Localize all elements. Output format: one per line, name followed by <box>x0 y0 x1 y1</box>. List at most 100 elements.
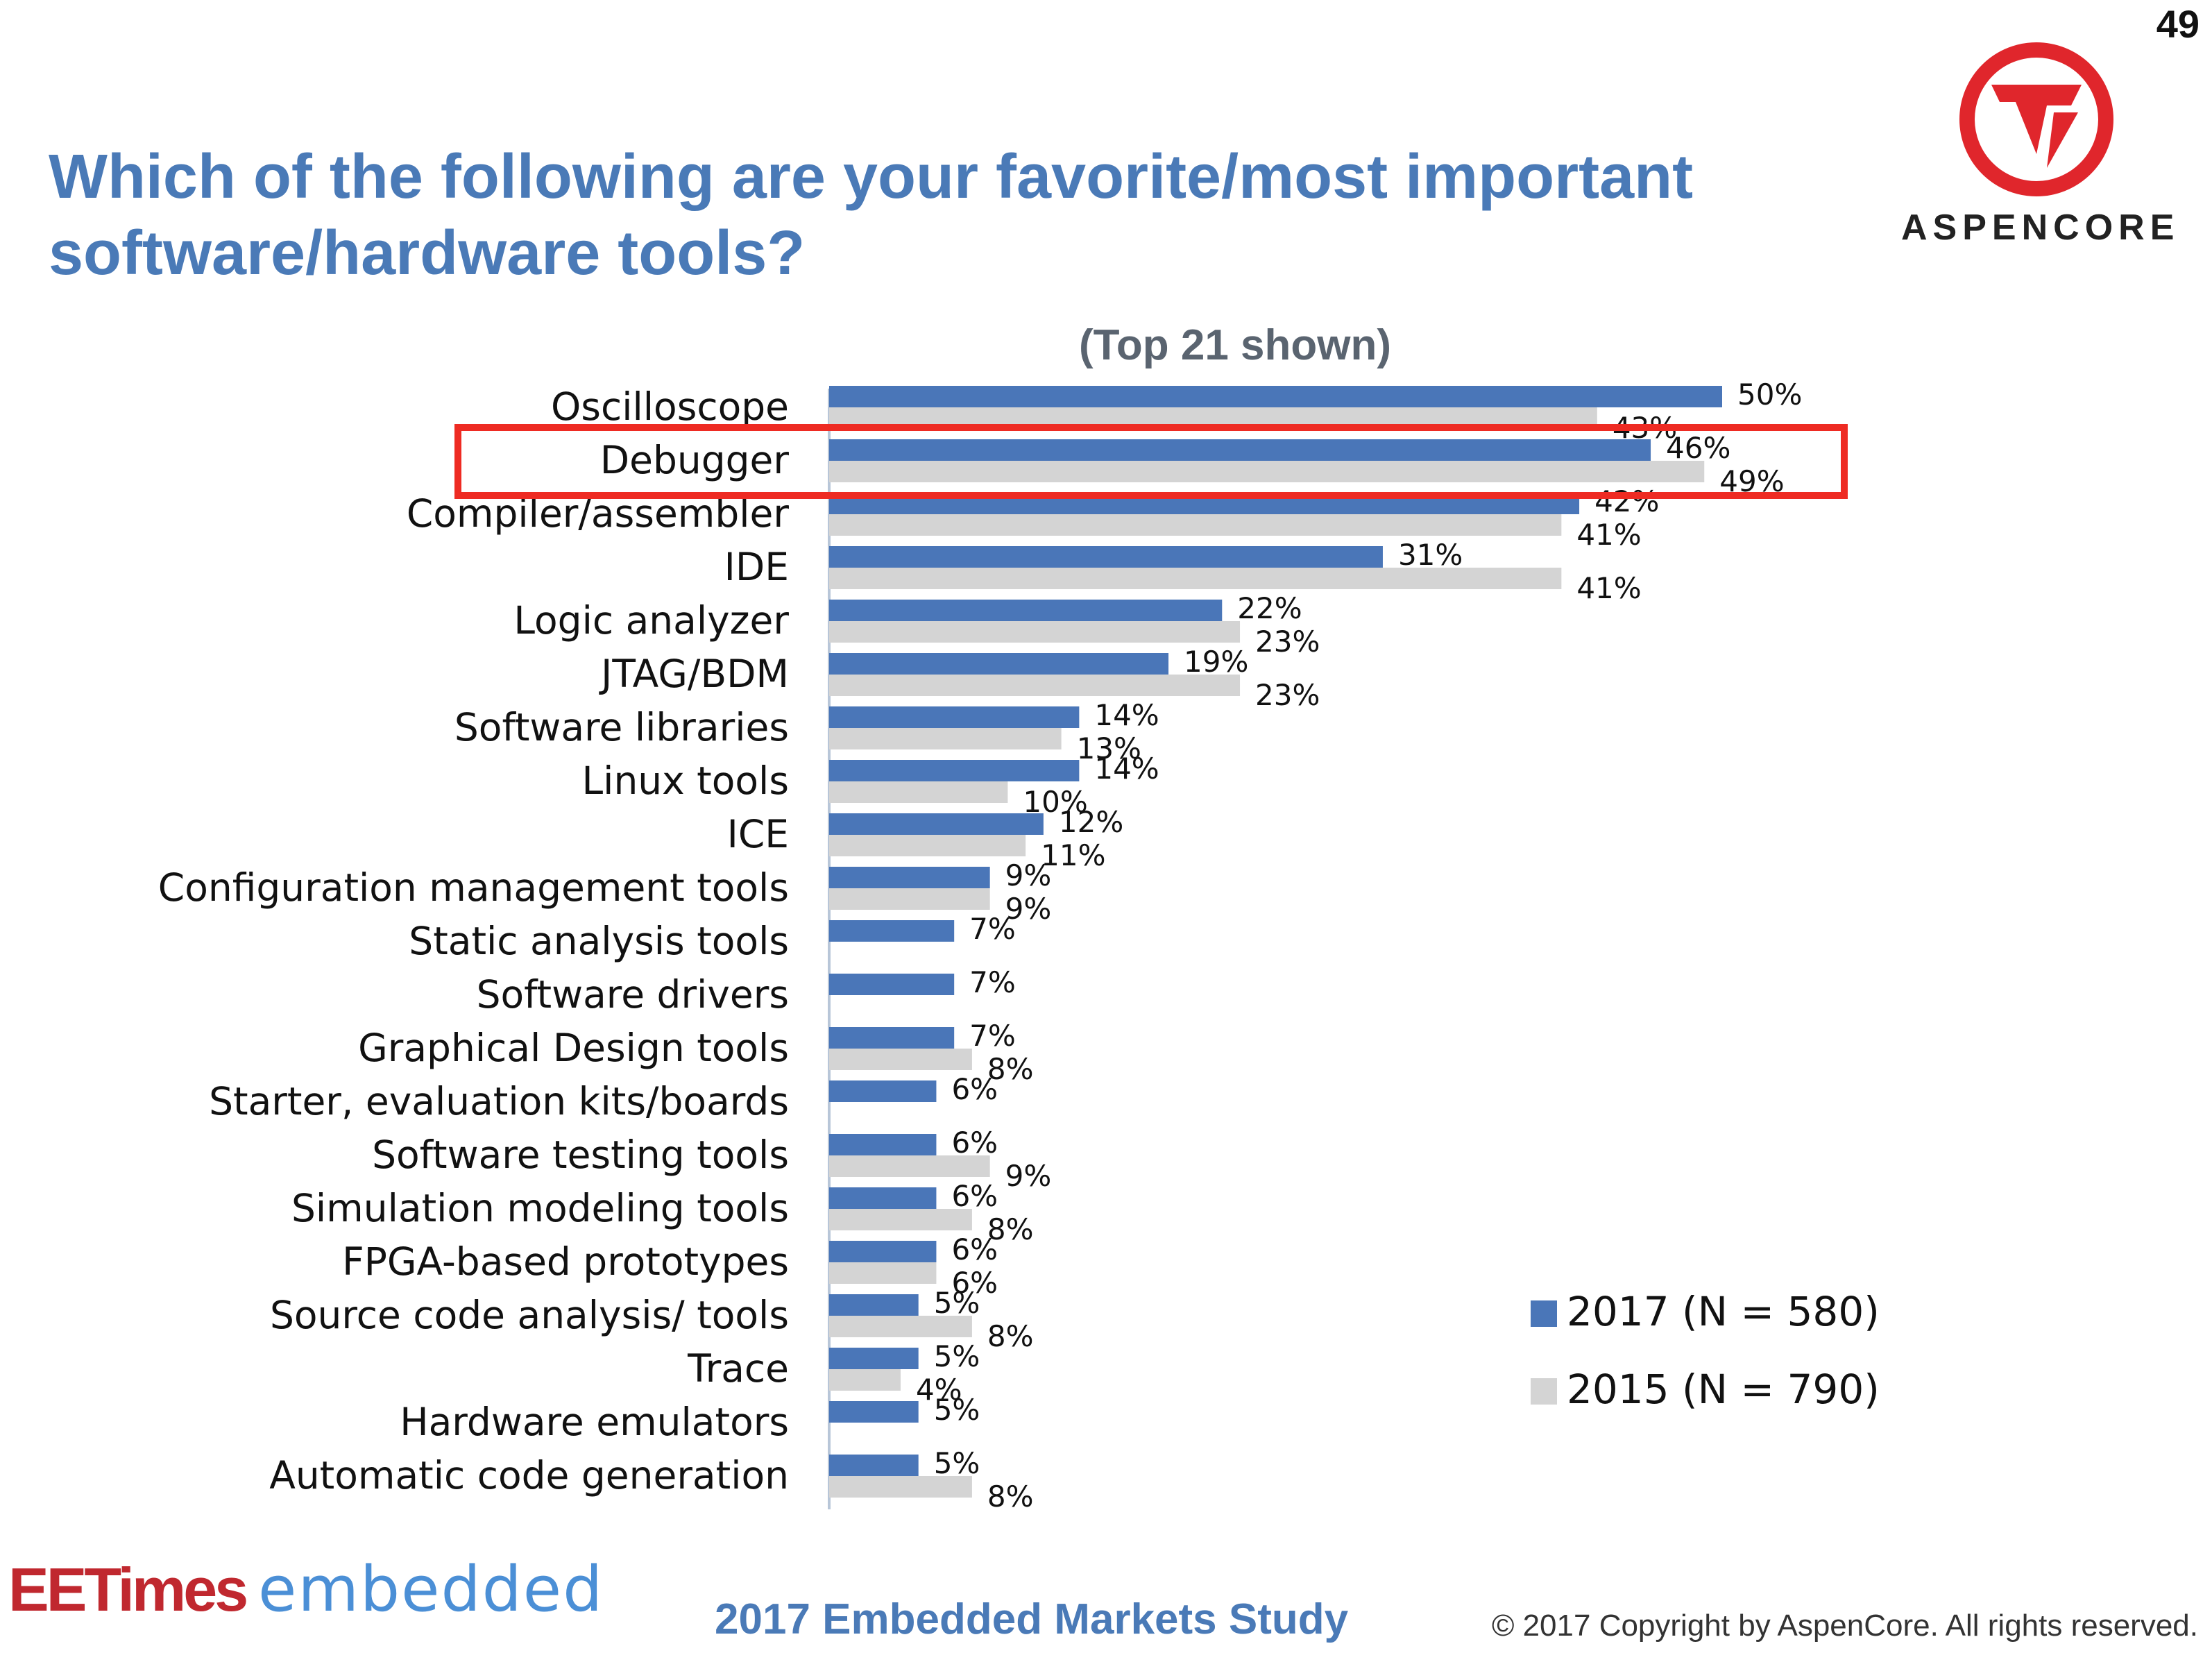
bar-2017 <box>829 386 1722 407</box>
category-label: FPGA-based prototypes <box>342 1239 789 1284</box>
category-label: Software testing tools <box>372 1133 789 1177</box>
slide-title: Which of the following are your favorite… <box>49 139 1853 291</box>
bar-2015 <box>829 461 1705 482</box>
data-label-2015: 11% <box>1041 838 1105 872</box>
category-label: JTAG/BDM <box>599 652 789 696</box>
data-label-2017: 5% <box>934 1446 980 1480</box>
bar-2015 <box>829 781 1008 803</box>
data-label-2017: 6% <box>951 1232 998 1266</box>
data-label-2015: 8% <box>987 1212 1034 1246</box>
bar-2017 <box>829 813 1044 835</box>
bar-2017 <box>829 546 1383 568</box>
bar-2017 <box>829 1080 937 1102</box>
category-label: Simulation modeling tools <box>291 1186 789 1230</box>
chart-title: (Top 21 shown) <box>1079 321 1391 369</box>
page-number: 49 <box>2156 2 2200 46</box>
bar-2017 <box>829 1134 937 1155</box>
slide-title-line-1: Which of the following are your favorite… <box>49 142 1694 212</box>
data-label-2017: 6% <box>951 1126 998 1160</box>
category-label: Automatic code generation <box>269 1453 789 1498</box>
category-label: Static analysis tools <box>409 919 789 963</box>
bar-2015 <box>829 675 1241 696</box>
data-label-2017: 12% <box>1059 805 1123 839</box>
bar-2017 <box>829 1187 937 1209</box>
category-label: IDE <box>724 545 789 589</box>
data-label-2015: 9% <box>1005 1159 1052 1193</box>
bar-2017 <box>829 706 1080 728</box>
bar-2015 <box>829 1209 972 1230</box>
bar-2017 <box>829 867 990 888</box>
bar-2015 <box>829 1369 901 1391</box>
bar-2017 <box>829 653 1169 675</box>
bar-2017 <box>829 1294 919 1316</box>
category-label: ICE <box>727 812 789 856</box>
bar-2017 <box>829 600 1223 621</box>
category-label: Software libraries <box>454 705 789 749</box>
data-label-2017: 7% <box>969 1019 1016 1053</box>
category-label: Debugger <box>600 438 790 482</box>
legend-swatch-2017 <box>1531 1300 1557 1327</box>
bar-2015 <box>829 1476 972 1498</box>
category-label: Configuration management tools <box>158 865 789 910</box>
aspencore-logo: ASPENCORE <box>1901 36 2179 258</box>
embedded-logo: embedded <box>258 1553 604 1626</box>
highlight-box-debugger <box>454 424 1848 499</box>
data-label-2015: 13% <box>1077 731 1141 765</box>
data-label-2017: 7% <box>969 912 1016 946</box>
data-label-2015: 6% <box>951 1266 998 1300</box>
bar-2017 <box>829 920 955 942</box>
footer-copyright: © 2017 Copyright by AspenCore. All right… <box>1491 1609 2198 1643</box>
category-label: Logic analyzer <box>513 598 789 643</box>
bar-2015 <box>829 835 1026 856</box>
data-label-2015: 8% <box>987 1319 1034 1353</box>
bar-2017 <box>829 1455 919 1476</box>
bar-2015 <box>829 514 1562 536</box>
bar-chart: (Top 21 shown)Oscilloscope 50%43%Debugger… <box>158 321 1880 1514</box>
data-label-2017: 22% <box>1237 591 1302 625</box>
data-label-2017: 50% <box>1737 378 1802 412</box>
bar-2015 <box>829 1049 972 1070</box>
data-label-2015: 41% <box>1576 518 1641 552</box>
data-label-2017: 19% <box>1184 645 1248 679</box>
bar-2017 <box>829 439 1651 461</box>
data-label-2015: 23% <box>1255 678 1320 712</box>
data-label-2015: 8% <box>987 1052 1034 1086</box>
data-label-2015: 10% <box>1023 785 1087 819</box>
aspencore-logo-mark <box>1959 42 2113 196</box>
data-label-2017: 46% <box>1666 431 1730 465</box>
data-label-2017: 5% <box>934 1393 980 1427</box>
category-label: Starter, evaluation kits/boards <box>209 1079 789 1124</box>
eetimes-logo: EETimes <box>8 1555 248 1624</box>
bar-2017 <box>829 974 955 995</box>
bar-2015 <box>829 568 1562 589</box>
data-label-2017: 42% <box>1594 484 1659 518</box>
data-label-2017: 14% <box>1094 752 1159 786</box>
data-label-2017: 14% <box>1094 698 1159 732</box>
bar-2015 <box>829 728 1062 749</box>
slide-title-line-2: software/hardware tools? <box>49 219 806 288</box>
data-label-2017: 7% <box>969 965 1016 999</box>
data-label-2017: 6% <box>951 1072 998 1106</box>
data-label-2017: 5% <box>934 1339 980 1373</box>
bar-2017 <box>829 1027 955 1049</box>
bar-2017 <box>829 1241 937 1262</box>
footer-study-name: 2017 Embedded Markets Study <box>715 1595 1349 1643</box>
legend-label-2015: 2015 (N = 790) <box>1567 1366 1880 1413</box>
category-label: Linux tools <box>582 758 789 803</box>
legend-swatch-2015 <box>1531 1378 1557 1405</box>
category-label: Oscilloscope <box>551 384 789 429</box>
bar-2017 <box>829 1401 919 1423</box>
bar-2015 <box>829 621 1241 643</box>
bar-2015 <box>829 1316 972 1337</box>
data-label-2015: 9% <box>1005 892 1052 926</box>
data-label-2017: 5% <box>934 1286 980 1320</box>
bar-2015 <box>829 888 990 910</box>
bar-2017 <box>829 1348 919 1369</box>
category-label: Trace <box>687 1346 789 1391</box>
category-label: Software drivers <box>477 972 789 1017</box>
bar-2015 <box>829 1262 937 1284</box>
bar-2017 <box>829 760 1080 781</box>
data-label-2017: 31% <box>1398 538 1463 572</box>
data-label-2017: 6% <box>951 1179 998 1213</box>
bar-2015 <box>829 1155 990 1177</box>
